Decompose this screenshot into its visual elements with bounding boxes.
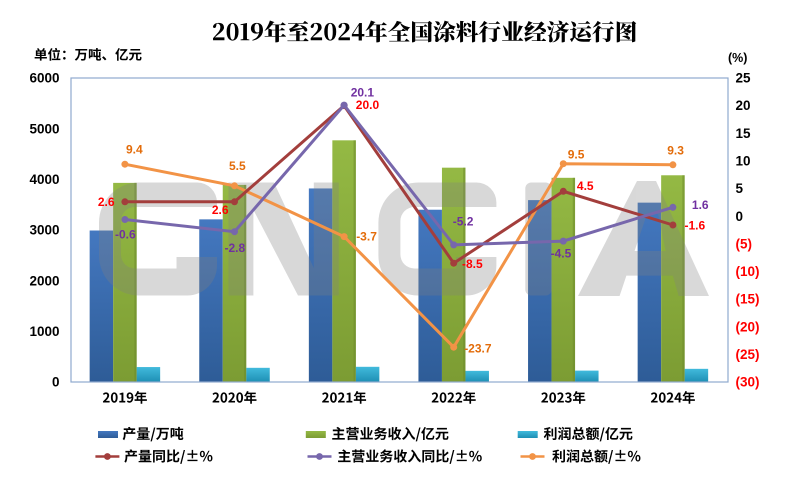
svg-text:2000: 2000 <box>29 273 59 288</box>
svg-text:(5): (5) <box>736 236 753 251</box>
svg-text:-0.6: -0.6 <box>115 228 136 242</box>
svg-text:1.6: 1.6 <box>692 198 709 212</box>
svg-text:-5.2: -5.2 <box>453 215 474 229</box>
svg-text:4000: 4000 <box>29 172 59 187</box>
svg-text:20.1: 20.1 <box>351 86 375 100</box>
svg-text:9.4: 9.4 <box>126 143 143 157</box>
svg-text:(10): (10) <box>736 264 760 279</box>
svg-text:1000: 1000 <box>29 324 59 339</box>
svg-text:9.3: 9.3 <box>667 144 684 158</box>
svg-text:-4.5: -4.5 <box>551 247 572 261</box>
svg-text:2.6: 2.6 <box>212 203 229 217</box>
svg-text:-23.7: -23.7 <box>464 342 492 356</box>
svg-text:0: 0 <box>52 375 60 390</box>
svg-text:(30): (30) <box>736 375 760 390</box>
svg-text:20.0: 20.0 <box>356 98 380 112</box>
svg-text:(%): (%) <box>728 51 747 65</box>
svg-text:6000: 6000 <box>29 71 59 86</box>
svg-text:20: 20 <box>736 98 751 113</box>
svg-text:9.5: 9.5 <box>568 148 585 162</box>
svg-text:-8.5: -8.5 <box>462 257 483 271</box>
svg-text:-2.8: -2.8 <box>225 241 246 255</box>
svg-text:-1.6: -1.6 <box>685 219 706 233</box>
svg-text:4.5: 4.5 <box>577 179 594 193</box>
svg-text:-3.7: -3.7 <box>356 230 377 244</box>
svg-text:(15): (15) <box>736 292 760 307</box>
svg-text:5: 5 <box>736 181 744 196</box>
svg-text:2.6: 2.6 <box>98 195 115 209</box>
svg-text:5.5: 5.5 <box>229 159 246 173</box>
svg-text:(25): (25) <box>736 347 760 362</box>
svg-text:25: 25 <box>736 71 752 86</box>
svg-text:10: 10 <box>736 154 751 169</box>
svg-text:15: 15 <box>736 126 752 141</box>
svg-text:5000: 5000 <box>29 121 59 136</box>
svg-text:3000: 3000 <box>29 223 59 238</box>
svg-text:0: 0 <box>736 209 744 224</box>
svg-text:(20): (20) <box>736 319 760 334</box>
